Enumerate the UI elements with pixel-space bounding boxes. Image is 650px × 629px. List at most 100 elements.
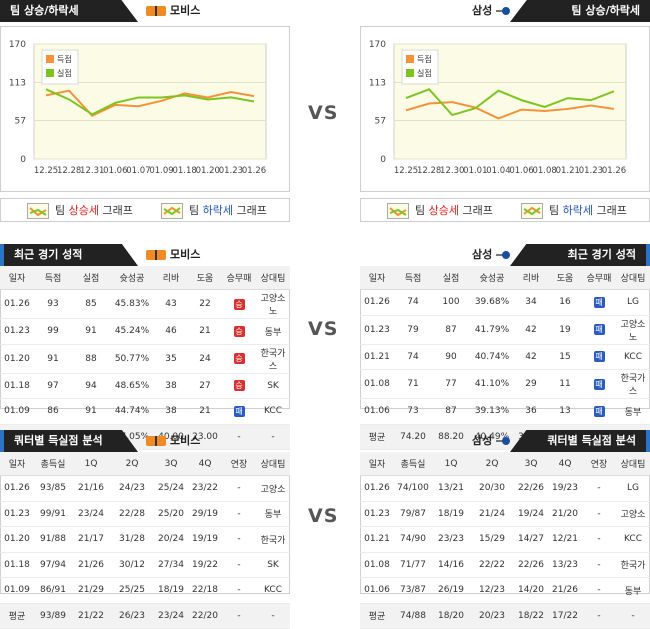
table-cell: 패 [582,289,616,316]
x-tick-label: 01.23 [219,166,243,176]
table-cell: 12/23 [470,577,514,604]
quarter-title-left: 쿼터별 득실점 분석 [4,430,138,452]
table-cell: 38 [154,398,188,425]
table-cell: 21/22 [72,603,110,629]
table-cell: 97/94 [34,552,72,578]
table-cell: 27/34 [154,552,188,578]
table-cell: 01.26 [0,475,34,502]
table-row: 01.23 79 87 41.79% 42 19 패 고양소노 [360,315,650,345]
recent-header-right: 삼성 최근 경기 성적 [360,244,650,266]
column-header: 3Q [154,452,188,476]
table-cell: 88 [72,344,110,374]
team-name-right-3: 삼성 [472,430,511,452]
table-cell: 19/24 [514,501,548,527]
table-cell: 01.23 [0,501,34,527]
table-cell: 14/27 [514,526,548,553]
table-cell: 한국가스 [616,369,650,399]
table-cell: 23.00 [188,424,222,450]
table-row: 01.23 79/87 18/19 21/24 19/24 21/20- 고양소 [360,501,650,527]
table-cell: 38 [154,373,188,399]
table-cell: 43 [154,289,188,319]
table-cell: 87 [432,398,470,425]
table-cell: 12/21 [548,526,582,553]
table-cell: 88.20 [432,424,470,450]
column-header: 실점 [72,266,110,290]
column-header: 총득실 [34,452,72,476]
table-cell: 21 [188,318,222,345]
table-cell: 평균 [360,603,394,629]
trend-chart-right: 0 57 113 170 12.25 12.28 12.30 01.01 01.04 01.06 0… [360,26,650,192]
table-cell: 85 [72,289,110,319]
y-tick-label: 170 [9,40,26,50]
table-cell: - [582,577,616,604]
trend-line-chart-right: 05711317012.2512.2812.3001.0101.0401.060… [369,40,627,176]
table-cell: 22/18 [188,577,222,604]
table-cell: 74 [394,344,432,370]
samsung-logo-icon [496,436,511,446]
table-cell: 87 [432,315,470,345]
team-name-left-2: 모비스 [146,244,200,266]
loss-badge: 패 [593,405,605,417]
table-cell: 90 [432,344,470,370]
table-cell: 동부 [256,318,290,345]
table-cell: - [256,603,290,629]
table-cell: 동부 [256,501,290,527]
table-row: 01.20 91/88 21/17 31/28 20/24 19/19- 한국가 [0,526,290,553]
table-cell: 한국가 [256,526,290,553]
table-cell: 23/24 [154,603,188,629]
table-cell: 01.23 [360,315,394,345]
x-tick-label: 01.08 [532,166,556,176]
column-header: 도움 [548,266,582,290]
table-cell: 01.09 [0,398,34,425]
table-cell: 19 [548,315,582,345]
table-cell: - [582,526,616,553]
table-cell: 99/91 [34,501,72,527]
trend-title-left: 팀 상승/하락세 [0,0,138,22]
quarter-table-right: 일자 총득실 1Q 2Q 3Q 4Q 연장 상대팀 01.26 74/100 13/21 20/30 2… [360,452,650,629]
table-cell: 93/85 [34,475,72,502]
x-tick-label: 01.26 [602,166,626,176]
legend-label: 실점 [417,68,432,78]
recent-table-right: 일자 득점 실점 슛성공 리바 도움 승무패 상대팀 01.26 74 100 39.68% 34 16 패… [360,266,650,450]
table-cell: 74/100 [394,475,432,502]
table-row: 01.09 86/91 21/29 25/25 18/19 22/18- KCC [0,577,290,604]
table-cell: 21 [188,398,222,425]
table-cell: 16 [548,289,582,316]
legend-swatch [46,69,54,77]
column-header: 도움 [188,266,222,290]
table-cell: 20/24 [154,526,188,553]
samsung-logo-icon [496,250,511,260]
table-cell: 46 [154,318,188,345]
table-cell: 19/22 [188,552,222,578]
table-cell: 71/77 [394,552,432,578]
column-header: 2Q [110,452,154,476]
table-cell: 27 [188,373,222,399]
column-header: 4Q [548,452,582,476]
table-cell: 50.77% [110,344,154,374]
column-header: 일자 [0,266,34,290]
column-header: 리바 [154,266,188,290]
mobis-logo-icon [146,436,166,446]
table-cell: 14/20 [514,577,548,604]
vs-label-recent: VS [308,318,339,340]
table-cell: 23/24 [72,501,110,527]
table-cell: - [222,552,256,578]
table-cell: 승 [222,344,256,374]
table-cell: - [582,501,616,527]
table-row: 01.18 97/94 21/26 30/12 27/34 19/22- SK [0,552,290,578]
table-cell: 승 [222,373,256,399]
x-tick-label: 01.23 [579,166,603,176]
table-cell: 31/28 [110,526,154,553]
table-cell: 19/23 [548,475,582,502]
x-tick-label: 12.25 [34,166,58,176]
table-cell: 13/23 [548,552,582,578]
table-cell: 18/20 [432,603,470,629]
column-header: 4Q [188,452,222,476]
table-cell: 91/88 [34,526,72,553]
table-cell: 20/23 [470,603,514,629]
column-header: 일자 [360,266,394,290]
series-line [405,88,615,117]
table-cell: 77 [432,369,470,399]
team-name-left-3: 모비스 [146,430,200,452]
table-cell: 21/26 [548,577,582,604]
